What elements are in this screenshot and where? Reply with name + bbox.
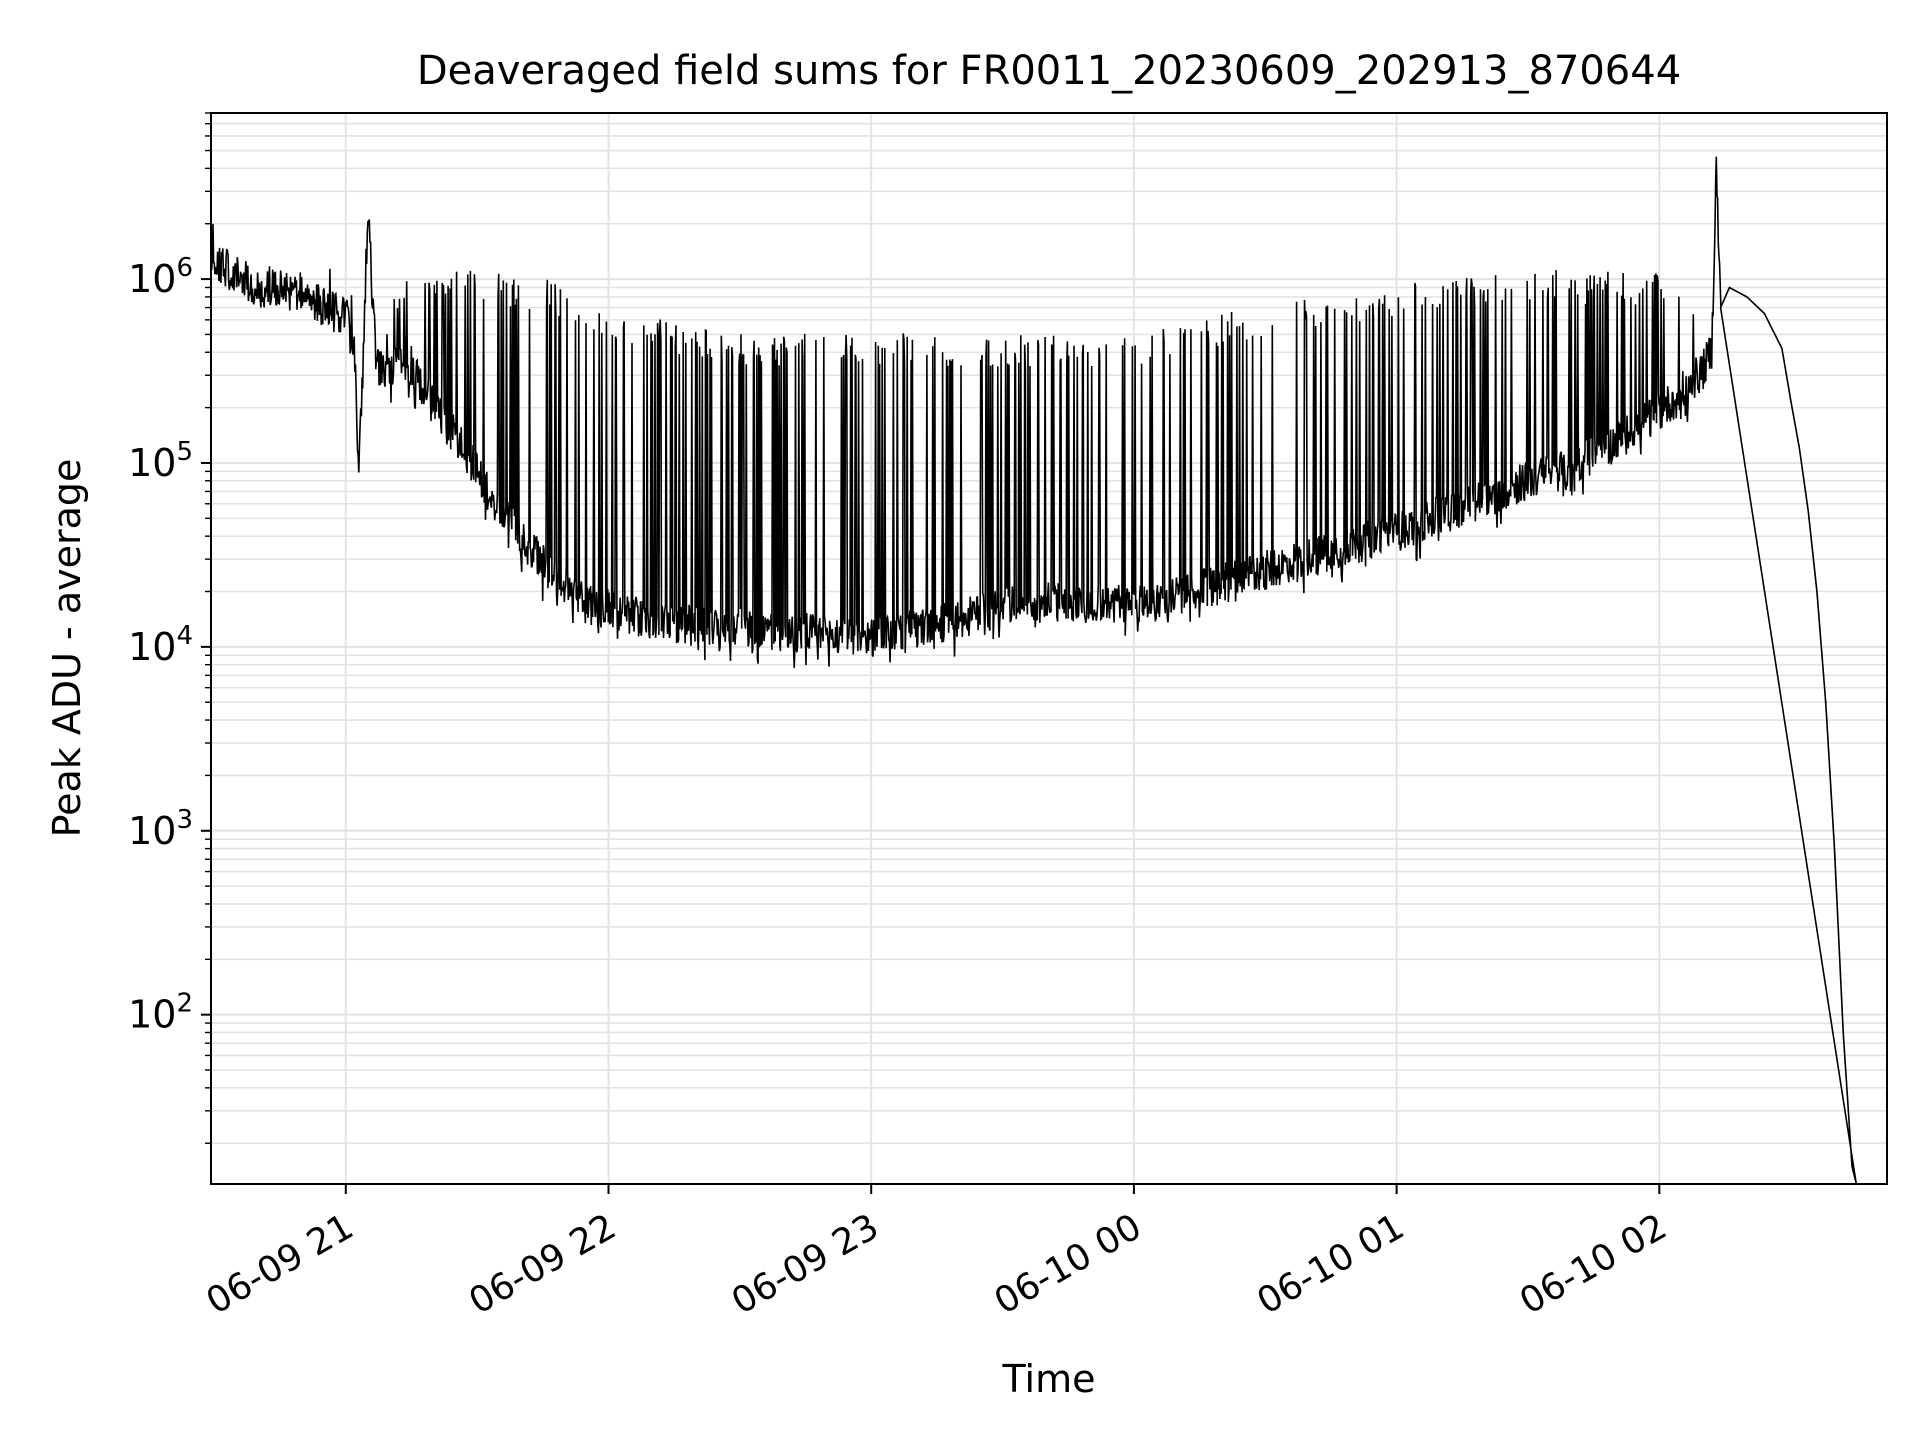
y-axis-label: Peak ADU - average bbox=[45, 459, 89, 838]
y-tick-label: 105 bbox=[128, 437, 193, 485]
plot-frame bbox=[210, 112, 1888, 1185]
y-tick-label: 106 bbox=[128, 253, 193, 301]
y-tick-label: 103 bbox=[128, 805, 193, 853]
series-layer bbox=[211, 156, 1858, 1184]
chart-title: Deaveraged field sums for FR0011_2023060… bbox=[417, 48, 1681, 94]
x-axis-label: Time bbox=[1002, 1357, 1096, 1401]
y-tick-label: 102 bbox=[128, 989, 193, 1037]
series-line bbox=[211, 156, 1858, 1184]
y-tick-label: 104 bbox=[128, 621, 193, 669]
